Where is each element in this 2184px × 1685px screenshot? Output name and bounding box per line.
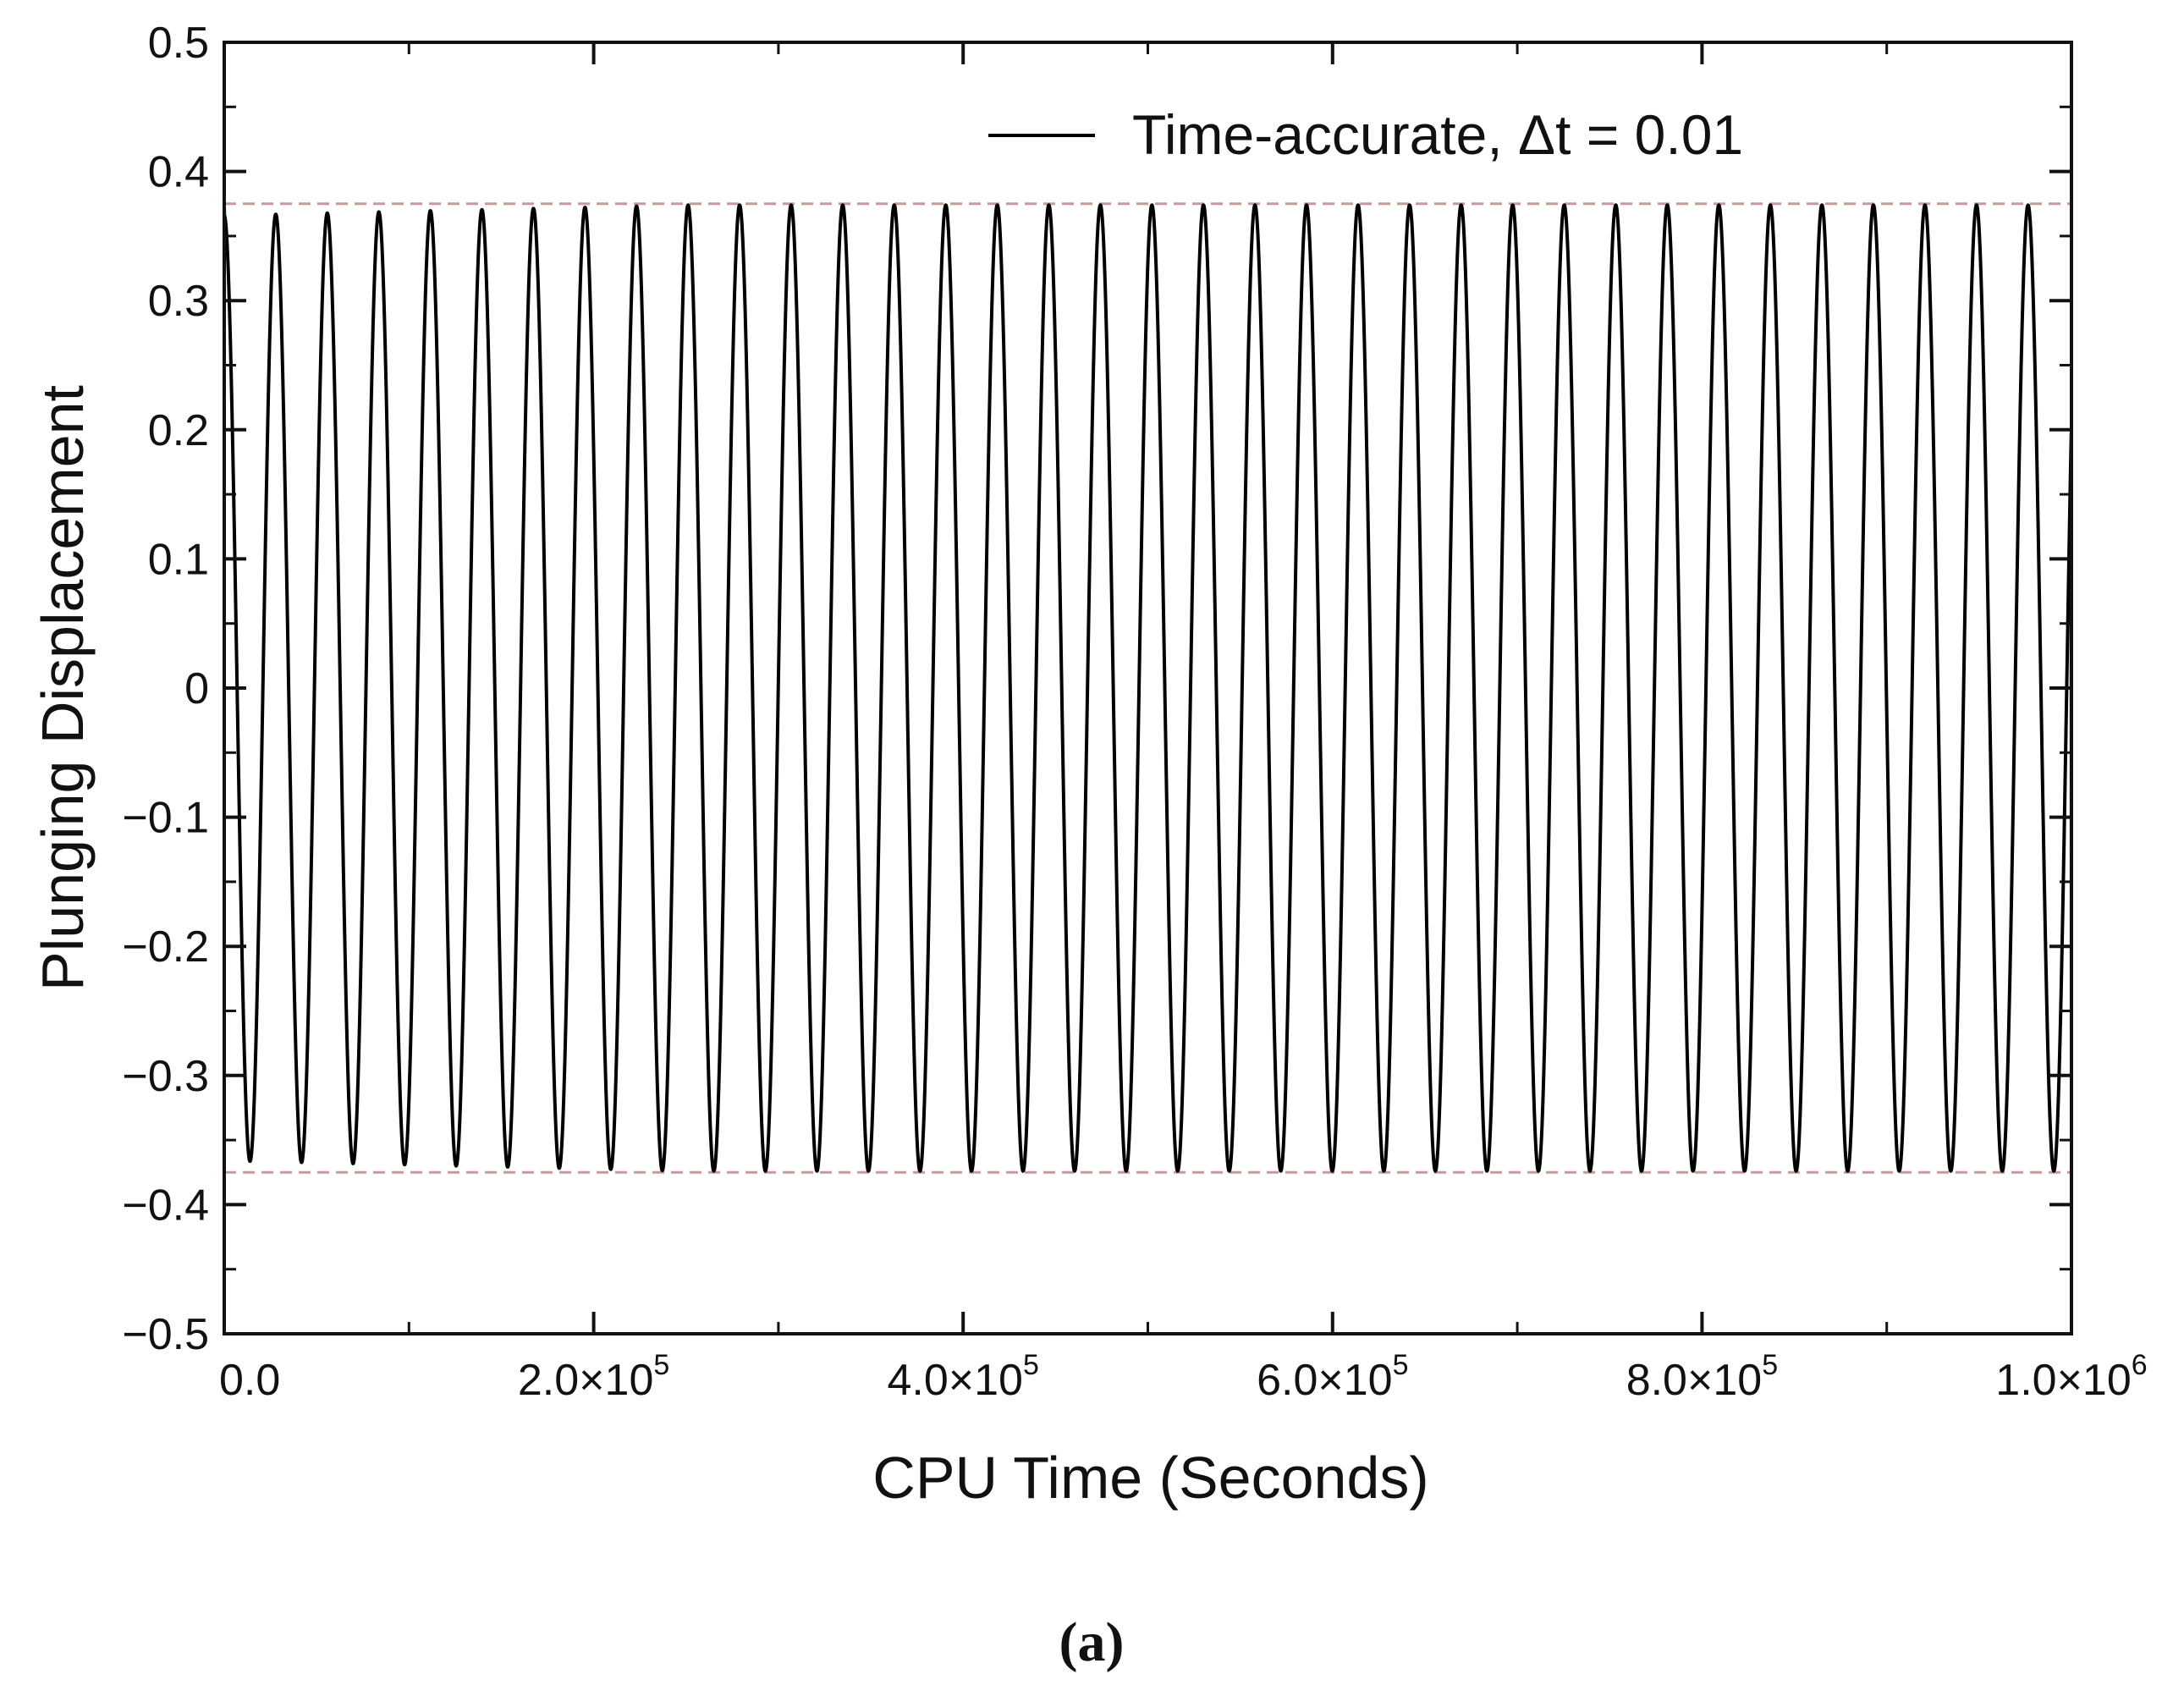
series-line-1 — [223, 203, 2073, 1173]
y-tick-label-0: 0.5 — [148, 19, 209, 68]
y-tick-label-9: −0.4 — [122, 1181, 209, 1230]
y-tick-label-2: 0.3 — [148, 277, 209, 326]
series-layer — [223, 203, 2073, 1173]
y-tick-label-8: −0.3 — [122, 1052, 209, 1101]
reference-lines — [224, 202, 2071, 1174]
x-axis-ticks: 0.0 2.0×105 4.0×105 6.0×105 8.0×105 1.0×106 — [219, 42, 2148, 1405]
y-tick-label-4: 0.1 — [148, 535, 209, 584]
y-axis-title: Plunging Displacement — [30, 385, 96, 991]
y-axis-ticks: 0.5 0.4 0.3 0.2 0.1 0 −0.1 −0.2 −0.3 −0.4 −0.5 — [122, 19, 2071, 1359]
y-tick-label-10: −0.5 — [122, 1310, 209, 1359]
y-tick-label-3: 0.2 — [148, 406, 209, 455]
legend: Time-accurate, Δt = 0.01 — [988, 103, 1743, 166]
x-tick-label-0: 0.0 — [219, 1356, 280, 1405]
x-tick-label-4: 8.0×105 — [1626, 1349, 1778, 1405]
x-tick-label-5: 1.0×106 — [1995, 1349, 2147, 1405]
x-tick-label-1: 2.0×105 — [518, 1349, 669, 1405]
y-tick-label-1: 0.4 — [148, 148, 209, 197]
x-axis-title: CPU Time (Seconds) — [872, 1445, 1428, 1511]
figure-caption: (a) — [1059, 1611, 1125, 1673]
legend-label-series-1: Time-accurate, Δt = 0.01 — [1132, 103, 1743, 166]
x-tick-label-2: 4.0×105 — [887, 1349, 1038, 1405]
y-tick-label-5: 0 — [184, 664, 209, 713]
y-tick-label-7: −0.2 — [122, 922, 209, 972]
x-tick-label-3: 6.0×105 — [1257, 1349, 1408, 1405]
y-tick-label-6: −0.1 — [122, 794, 209, 843]
